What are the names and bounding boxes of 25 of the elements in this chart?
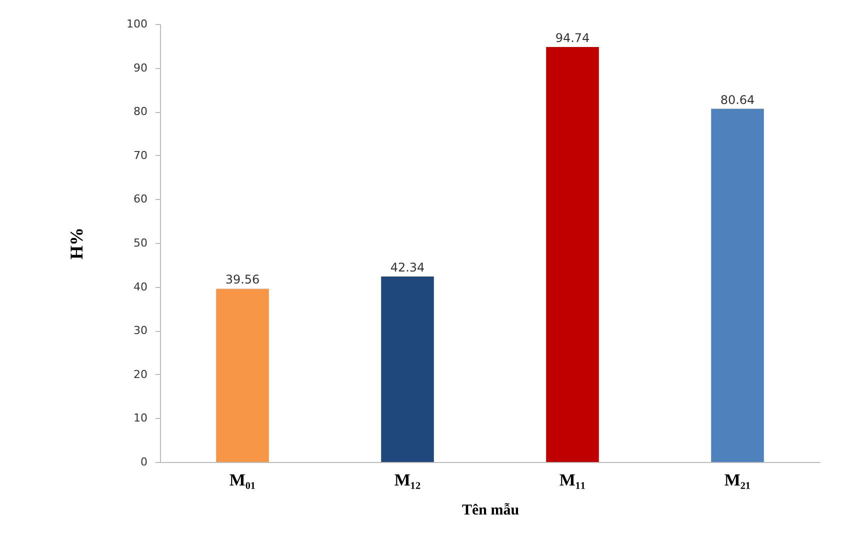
x-tick-label: M₁₂ (394, 470, 421, 490)
bar (546, 47, 599, 462)
y-tick-label: 40 (134, 280, 148, 294)
y-tick-label: 10 (134, 412, 148, 425)
y-tick-label: 50 (134, 236, 148, 250)
y-tick-label: 0 (140, 456, 148, 468)
x-tick-label: M₁₁ (559, 470, 586, 490)
y-tick-label: 100 (126, 18, 148, 30)
bar (711, 108, 764, 462)
bar (216, 288, 269, 462)
y-tick-label: 90 (134, 61, 148, 74)
data-label: 80.64 (720, 92, 755, 107)
data-label: 39.56 (225, 272, 260, 287)
y-tick-label: 60 (134, 192, 148, 206)
x-tick-label: M₀₁ (229, 470, 256, 490)
y-tick-label: 80 (134, 105, 148, 118)
y-tick-label: 30 (134, 324, 148, 338)
x-tick-label: M₂₁ (724, 470, 751, 490)
y-tick-label: 20 (134, 368, 148, 381)
x-axis-title: Tên mẫu (462, 502, 520, 518)
y-axis-title: H% (66, 227, 87, 260)
data-label: 42.34 (390, 260, 425, 275)
bar (381, 276, 434, 462)
y-tick-label: 70 (134, 148, 148, 162)
data-label: 94.74 (555, 31, 590, 46)
